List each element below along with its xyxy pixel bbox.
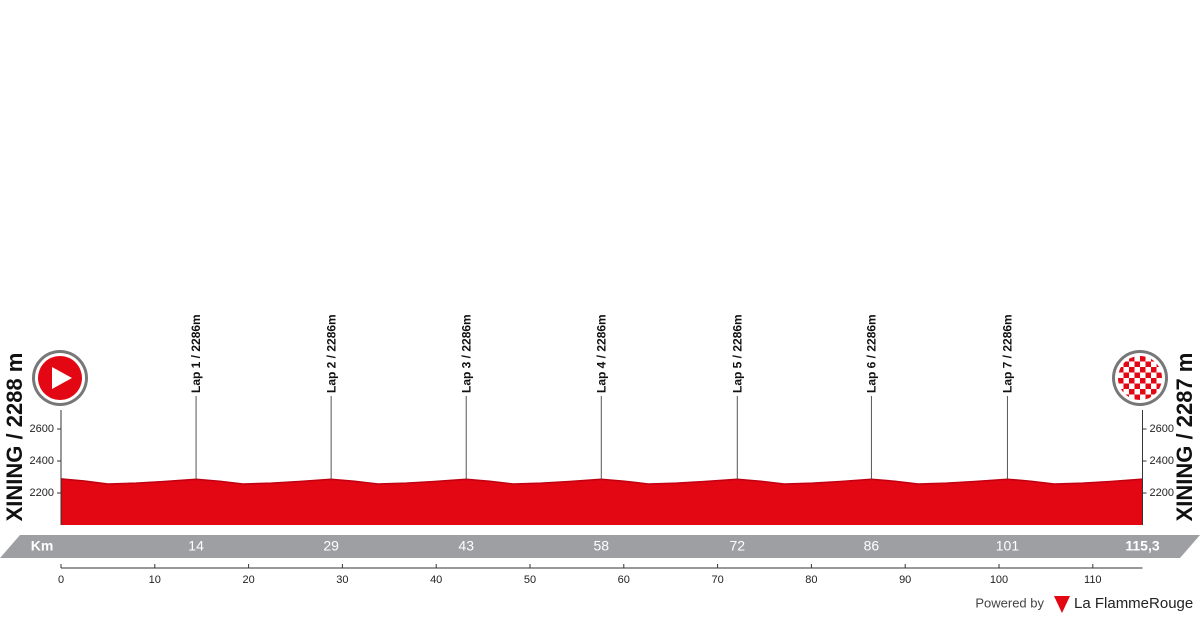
x-tick-label: 100 — [990, 574, 1008, 586]
x-tick-label: 110 — [1084, 574, 1102, 586]
lap-label: Lap 5 / 2286m — [730, 314, 744, 393]
x-tick-label: 90 — [899, 574, 911, 586]
y-tick-label: 2600 — [30, 423, 54, 435]
x-tick-label: 60 — [618, 574, 630, 586]
finish-icon — [1112, 350, 1168, 406]
km-label: 43 — [458, 538, 474, 554]
x-tick-label: 0 — [58, 574, 64, 586]
y-tick-label: 2400 — [30, 455, 54, 467]
km-label: 29 — [323, 538, 339, 554]
km-label: 58 — [593, 538, 609, 554]
profile-fill — [61, 478, 1143, 525]
x-tick-label: 30 — [336, 574, 348, 586]
km-band — [0, 535, 1200, 558]
finish-km: 115,3 — [1125, 538, 1159, 554]
km-label: 86 — [864, 538, 880, 554]
start-icon — [32, 350, 88, 406]
lap-label: Lap 7 / 2286m — [1001, 314, 1015, 393]
x-tick-label: 70 — [711, 574, 723, 586]
y-tick-label: 2200 — [30, 487, 54, 499]
km-label: 14 — [188, 538, 204, 554]
y-tick-label: 2400 — [1150, 455, 1174, 467]
brand-logo — [1054, 596, 1070, 613]
brand: La FlammeRouge — [1074, 595, 1193, 612]
x-tick-label: 20 — [242, 574, 254, 586]
y-tick-label: 2600 — [1150, 423, 1174, 435]
x-tick-label: 50 — [524, 574, 536, 586]
lap-label: Lap 2 / 2286m — [324, 314, 338, 393]
powered-by: Powered by — [975, 595, 1044, 610]
km-label: 72 — [730, 538, 746, 554]
lap-label: Lap 3 / 2286m — [459, 314, 473, 393]
lap-label: Lap 4 / 2286m — [594, 314, 608, 393]
km-axis-label: Km — [31, 538, 54, 554]
x-tick-label: 40 — [430, 574, 442, 586]
lap-label: Lap 6 / 2286m — [865, 314, 879, 393]
finish-label: XINING / 2287 m — [1172, 353, 1197, 522]
start-label: XINING / 2288 m — [2, 353, 27, 522]
x-tick-label: 80 — [805, 574, 817, 586]
x-tick-label: 10 — [149, 574, 161, 586]
km-label: 101 — [996, 538, 1020, 554]
lap-label: Lap 1 / 2286m — [189, 314, 203, 393]
y-tick-label: 2200 — [1150, 487, 1174, 499]
